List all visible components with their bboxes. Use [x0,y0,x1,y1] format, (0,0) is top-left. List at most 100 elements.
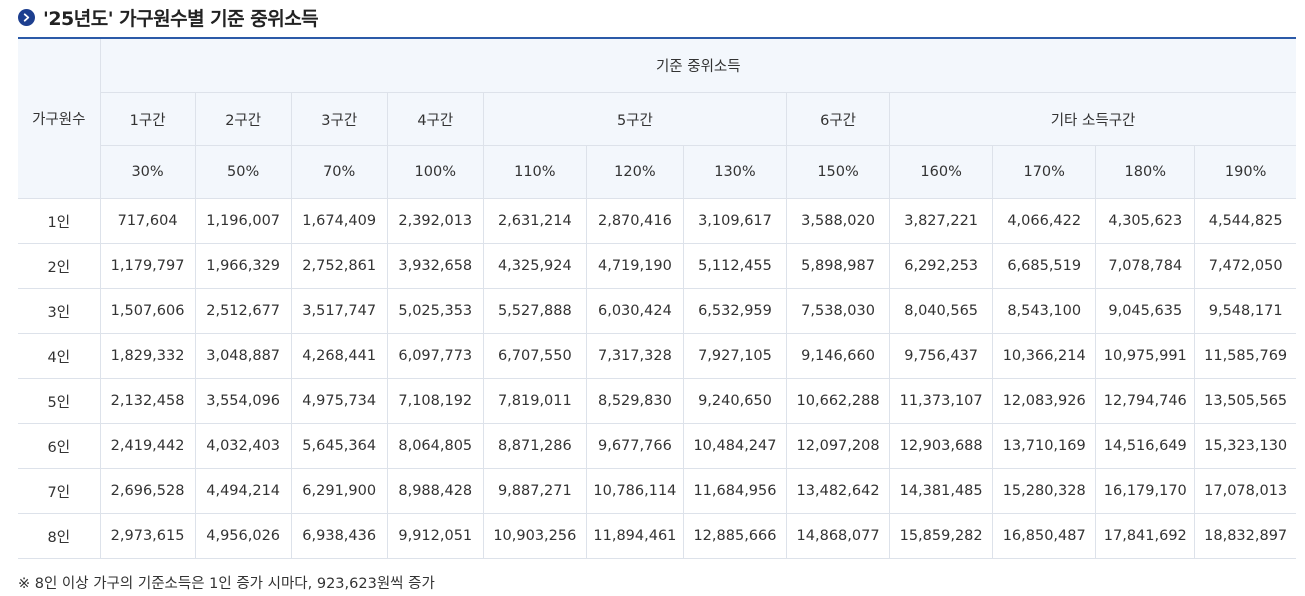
income-value-cell: 5,025,353 [386,288,484,334]
income-value-cell: 9,045,635 [1095,288,1196,334]
table-row: 7인 2,696,528 4,494,214 6,291,900 8,988,428 9,… [18,468,1296,514]
income-value-cell: 9,887,271 [482,468,587,514]
income-value-cell: 1,966,329 [194,243,292,289]
income-value-cell: 10,903,256 [482,513,587,559]
income-value-cell: 10,366,214 [992,333,1097,379]
income-value-cell: 9,548,171 [1194,288,1296,334]
income-value-cell: 6,291,900 [290,468,388,514]
income-value-cell: 9,146,660 [786,333,891,379]
income-value-cell: 2,631,214 [482,198,587,244]
income-value-cell: 4,268,441 [290,333,388,379]
section-header-cell: 3구간 [290,92,388,146]
income-value-cell: 9,912,051 [386,513,484,559]
household-size-cell: 7인 [18,468,101,514]
income-value-cell: 1,674,409 [290,198,388,244]
percent-header-cell: 180% [1095,145,1196,199]
percent-header-cell: 100% [386,145,484,199]
income-value-cell: 15,859,282 [889,513,994,559]
income-value-cell: 10,975,991 [1095,333,1196,379]
table-row: 8인 2,973,615 4,956,026 6,938,436 9,912,051 10… [18,513,1296,559]
income-value-cell: 16,850,487 [992,513,1097,559]
household-size-cell: 3인 [18,288,101,334]
income-value-cell: 7,472,050 [1194,243,1296,289]
income-value-cell: 3,932,658 [386,243,484,289]
percent-header-cell: 150% [786,145,891,199]
income-value-cell: 14,381,485 [889,468,994,514]
table-row: 2인 1,179,797 1,966,329 2,752,861 3,932,658 4,… [18,243,1296,289]
income-value-cell: 8,871,286 [482,423,587,469]
table-row: 4인 1,829,332 3,048,887 4,268,441 6,097,773 6,… [18,333,1296,379]
income-value-cell: 12,903,688 [889,423,994,469]
section-header-cell: 1구간 [100,92,196,146]
income-value-cell: 12,794,746 [1095,378,1196,424]
income-value-cell: 6,532,959 [682,288,788,334]
table-row: 3인 1,507,606 2,512,677 3,517,747 5,025,353 5,… [18,288,1296,334]
table-body: 1인 717,604 1,196,007 1,674,409 2,392,013 2,63… [18,198,1296,559]
percent-header-cell: 120% [585,145,684,199]
income-value-cell: 1,179,797 [99,243,196,289]
percent-header-row: 30% 50% 70% 100% 110% 120% 130% 150% 160% 170% 180… [18,145,1296,199]
table-row: 1인 717,604 1,196,007 1,674,409 2,392,013 2,63… [18,198,1296,244]
section-header-cell: 6구간 [786,92,891,146]
income-value-cell: 6,707,550 [482,333,587,379]
percent-header-cell: 160% [889,145,994,199]
page-title: '25년도' 가구원수별 기준 중위소득 [43,7,319,30]
income-value-cell: 7,108,192 [386,378,484,424]
section-header-row: 1구간 2구간 3구간 4구간 5구간 6구간 기타 소득구간 [18,92,1296,146]
income-value-cell: 15,280,328 [992,468,1097,514]
income-value-cell: 4,305,623 [1095,198,1196,244]
section-header-cell: 2구간 [194,92,292,146]
income-value-cell: 3,827,221 [889,198,994,244]
income-value-cell: 12,097,208 [786,423,891,469]
income-value-cell: 2,696,528 [99,468,196,514]
income-value-cell: 2,419,442 [99,423,196,469]
income-value-cell: 5,527,888 [482,288,587,334]
income-value-cell: 13,482,642 [786,468,891,514]
income-value-cell: 1,829,332 [99,333,196,379]
table-row: 5인 2,132,458 3,554,096 4,975,734 7,108,192 7,… [18,378,1296,424]
footnote: ※ 8인 이상 가구의 기준소득은 1인 증가 시마다, 923,623원씩 증… [18,576,435,592]
household-size-cell: 5인 [18,378,101,424]
income-value-cell: 14,868,077 [786,513,891,559]
household-size-cell: 8인 [18,513,101,559]
income-value-cell: 7,927,105 [682,333,788,379]
percent-header-cell: 190% [1194,145,1296,199]
income-value-cell: 5,112,455 [682,243,788,289]
income-value-cell: 8,988,428 [386,468,484,514]
income-value-cell: 14,516,649 [1095,423,1196,469]
income-value-cell: 4,066,422 [992,198,1097,244]
income-value-cell: 6,097,773 [386,333,484,379]
income-value-cell: 5,645,364 [290,423,388,469]
income-value-cell: 2,392,013 [386,198,484,244]
income-value-cell: 4,032,403 [194,423,292,469]
chevron-right-circle-icon [18,8,35,26]
percent-header-cell: 30% [100,145,196,199]
income-value-cell: 2,512,677 [194,288,292,334]
income-value-cell: 12,083,926 [992,378,1097,424]
income-value-cell: 17,841,692 [1095,513,1196,559]
household-size-cell: 2인 [18,243,101,289]
income-value-cell: 7,078,784 [1095,243,1196,289]
income-value-cell: 6,938,436 [290,513,388,559]
income-value-cell: 1,507,606 [99,288,196,334]
income-value-cell: 10,786,114 [585,468,684,514]
section-header-cell: 기타 소득구간 [889,92,1296,146]
income-value-cell: 6,030,424 [585,288,684,334]
income-value-cell: 7,819,011 [482,378,587,424]
income-value-cell: 8,529,830 [585,378,684,424]
row-header-household-size: 가구원수 [18,39,101,199]
table-row: 6인 2,419,442 4,032,403 5,645,364 8,064,805 8,… [18,423,1296,469]
income-value-cell: 12,885,666 [682,513,788,559]
income-value-cell: 9,756,437 [889,333,994,379]
percent-header-cell: 70% [290,145,388,199]
income-value-cell: 3,554,096 [194,378,292,424]
income-value-cell: 3,517,747 [290,288,388,334]
section-header: '25년도' 가구원수별 기준 중위소득 [18,4,319,30]
household-size-cell: 4인 [18,333,101,379]
income-value-cell: 4,544,825 [1194,198,1296,244]
income-value-cell: 10,662,288 [786,378,891,424]
percent-header-cell: 170% [992,145,1097,199]
income-value-cell: 4,325,924 [482,243,587,289]
table-top-rule [18,37,1296,39]
income-value-cell: 717,604 [99,198,196,244]
